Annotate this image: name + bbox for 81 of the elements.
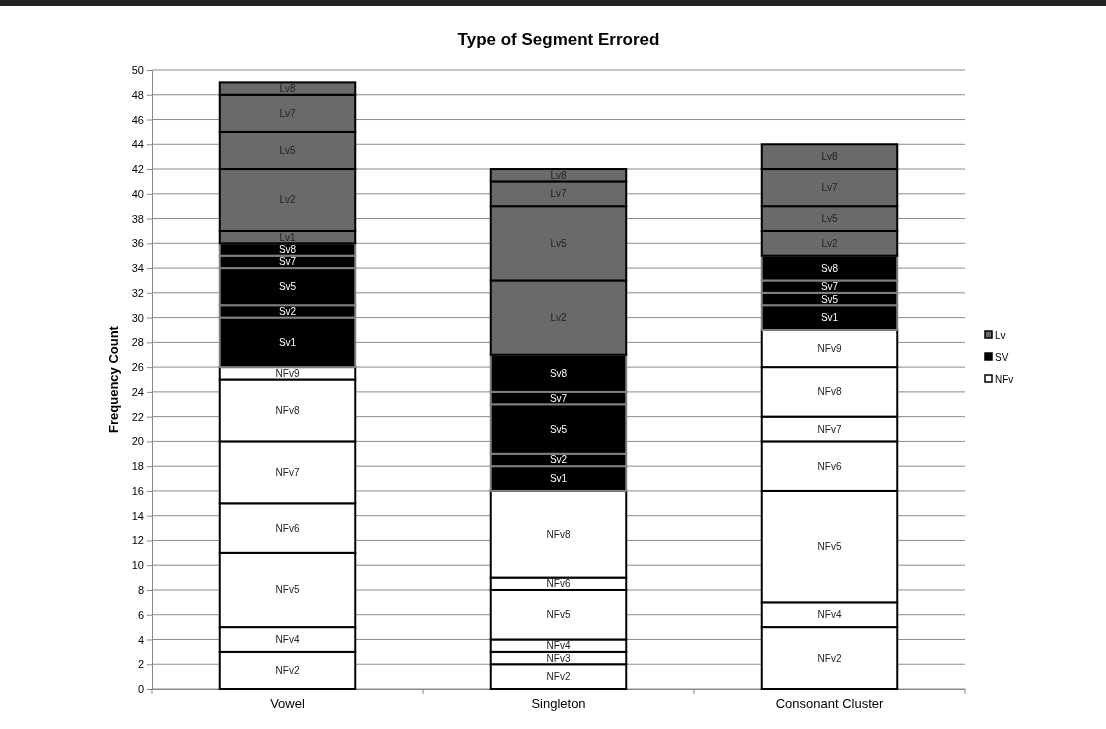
y-tick-label: 0 [137,683,144,696]
text: NFv4 [817,609,842,621]
y-tick-label: 28 [131,336,144,349]
y-tick-label: 34 [131,262,144,275]
text: Lv7 [279,107,296,119]
text: Sv7 [549,392,568,404]
y-tick-label: 4 [137,633,144,646]
legend-label: Lv [995,329,1006,341]
y-axis-title: Frequency Count [106,325,121,433]
y-tick-label: 42 [131,163,144,176]
y-tick-label: 38 [131,212,144,225]
series-label: Lv2 [821,237,838,249]
x-tick-label: Singleton [531,695,586,711]
series-label: NFv7 [817,423,842,435]
text: NFv7 [275,466,300,478]
text: NFv6 [817,460,842,472]
text: Lv2 [279,194,296,206]
y-tick-label: 6 [137,608,144,621]
x-tick-label: Vowel [270,695,305,711]
y-tick-label: 24 [131,385,144,398]
text: NFv9 [817,343,842,355]
series-label: Sv1 [549,473,568,485]
series-label: NFv6 [546,578,571,590]
y-tick-label: 8 [137,583,144,596]
y-tick-label: 44 [131,138,144,151]
y-tick-label: 40 [131,187,144,200]
y-tick-label: 12 [131,534,144,547]
text: NFv4 [275,633,300,645]
y-tick-label: 2 [137,658,144,671]
text: NFv8 [546,528,571,540]
y-tick-label: 46 [131,113,144,126]
text: Lv5 [550,237,567,249]
text: NFv6 [275,522,300,534]
y-tick-label: 10 [131,559,144,572]
text: NFv2 [817,652,842,664]
y-tick-label: 26 [131,361,144,374]
text: Sv2 [549,454,568,466]
series-label: Sv7 [278,256,297,268]
series-label: NFv8 [817,386,842,398]
legend-label: NFv [995,373,1014,385]
series-label: Lv8 [279,83,296,95]
text: NFv5 [817,541,842,553]
text: Lv8 [821,151,838,163]
y-tick-label: 48 [131,88,144,101]
x-tick-label: Consonant Cluster [775,695,884,711]
text: Lv7 [821,182,838,194]
text: Lv5 [279,144,296,156]
series-label: Lv5 [821,213,838,225]
text: Sv1 [278,336,297,348]
chart-title: Type of Segment Errored [457,30,660,49]
text: Sv8 [549,367,568,379]
y-tick-label: 14 [131,509,144,522]
text: NFv8 [275,404,300,416]
series-label: NFv2 [546,671,571,683]
text: Sv1 [820,312,839,324]
y-tick-label: 50 [131,64,144,77]
text: NFv2 [275,664,300,676]
y-tick-label: 22 [131,410,144,423]
text: Lv8 [550,169,567,181]
series-label: Lv1 [279,231,296,243]
text: Sv7 [820,281,839,293]
series-label: NFv9 [275,367,300,379]
y-tick-label: 16 [131,484,144,497]
y-tick-label: 30 [131,311,144,324]
series-label: NFv4 [546,640,571,652]
series-label: NFv3 [546,652,571,664]
text: Sv5 [549,423,568,435]
series-label: Lv7 [550,188,567,200]
series-label: Sv5 [820,293,839,305]
y-tick-label: 20 [131,435,144,448]
text: Sv5 [278,281,297,293]
text: NFv5 [275,584,300,596]
y-tick-label: 18 [131,460,144,473]
series-label: NFv5 [546,609,571,621]
series-label: Sv2 [278,305,297,317]
series-label: Sv8 [278,244,297,256]
text: Lv2 [550,312,567,324]
y-tick-label: 36 [131,237,144,250]
y-tick-label: 32 [131,286,144,299]
legend-label: SV [995,351,1009,363]
text: Sv8 [820,262,839,274]
